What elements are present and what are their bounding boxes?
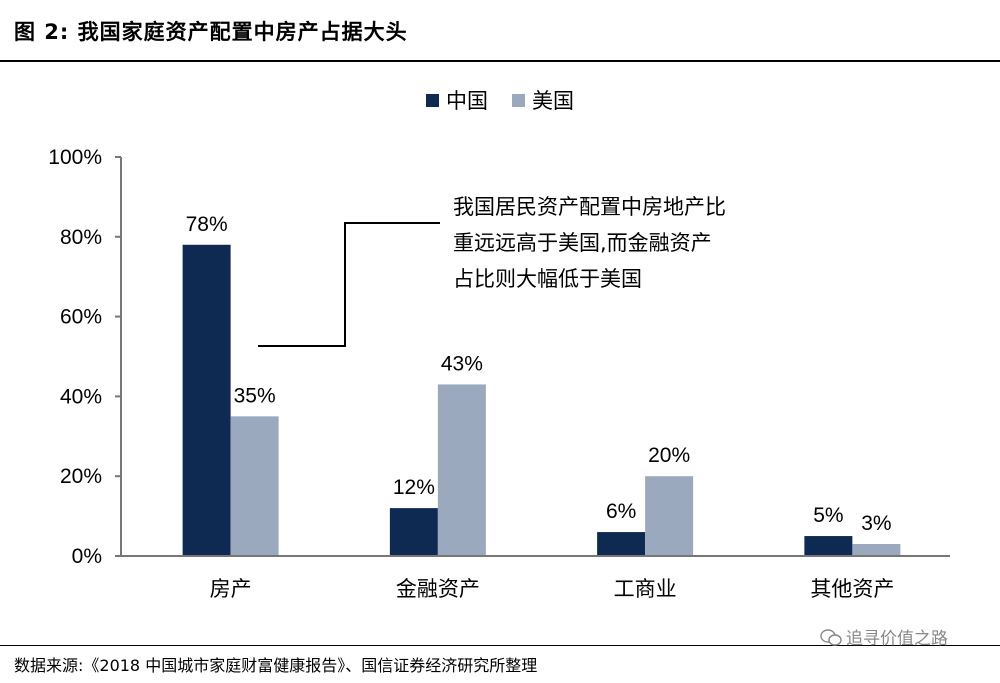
- legend: 中国 美国: [426, 89, 574, 113]
- bar-0-0: [182, 244, 231, 556]
- y-tick-label: 0%: [72, 545, 102, 568]
- legend-label-0: 中国: [446, 89, 488, 113]
- legend-swatch-1: [512, 94, 525, 107]
- wechat-icon: [820, 629, 842, 646]
- bar-1-3: [852, 544, 901, 556]
- bar-1-1: [437, 384, 486, 556]
- legend-label-1: 美国: [532, 89, 574, 113]
- legend-swatch-0: [426, 94, 439, 107]
- data-label-1-0: 35%: [234, 384, 276, 407]
- x-axis: 房产 金融资产 工商业 其他资产: [121, 555, 950, 601]
- top-rule: [0, 60, 1000, 62]
- data-label-1-1: 43%: [441, 352, 483, 375]
- bar-0-3: [804, 536, 853, 556]
- y-tick-label: 100%: [48, 146, 102, 169]
- annotation-line-0: 我国居民资产配置中房地产比: [453, 195, 726, 219]
- y-tick-label: 80%: [60, 226, 102, 249]
- bar-0-2: [597, 532, 646, 556]
- data-labels: 78% 35% 12% 43% 6% 20% 5% 3%: [186, 213, 892, 535]
- data-label-1-3: 3%: [861, 512, 891, 535]
- bar-chart: 中国 美国 0% 20% 40% 60% 80% 100% 78% 35% 12% 43% 6% 20…: [48, 89, 950, 601]
- y-axis: 0% 20% 40% 60% 80% 100%: [48, 146, 122, 568]
- category-label-1: 金融资产: [396, 577, 480, 601]
- bar-1-0: [230, 416, 279, 556]
- bar-1-2: [645, 476, 694, 556]
- y-tick-label: 20%: [60, 465, 102, 488]
- bar-0-1: [389, 508, 438, 556]
- annotation-line: [258, 222, 440, 347]
- data-label-0-3: 5%: [813, 504, 843, 527]
- bottom-rule: [0, 645, 1000, 646]
- data-label-0-2: 6%: [606, 500, 636, 523]
- annotation-line-2: 占比则大幅低于美国: [453, 267, 642, 291]
- data-label-0-1: 12%: [393, 476, 435, 499]
- annotation-line-1: 重远远高于美国,而金融资产: [453, 231, 712, 255]
- category-label-2: 工商业: [614, 577, 677, 601]
- data-label-0-0: 78%: [186, 213, 228, 236]
- bars: [182, 244, 901, 556]
- y-tick-label: 40%: [60, 385, 102, 408]
- data-label-1-2: 20%: [648, 444, 690, 467]
- y-tick-label: 60%: [60, 306, 102, 329]
- source-note: 数据来源:《2018 中国城市家庭财富健康报告》、国信证券经济研究所整理: [14, 656, 538, 675]
- watermark: 追寻价值之路: [820, 624, 948, 649]
- category-label-0: 房产: [210, 577, 252, 601]
- figure-title: 图 2: 我国家庭资产配置中房产占据大头: [14, 20, 408, 44]
- category-label-3: 其他资产: [810, 577, 894, 601]
- watermark-text: 追寻价值之路: [846, 629, 948, 649]
